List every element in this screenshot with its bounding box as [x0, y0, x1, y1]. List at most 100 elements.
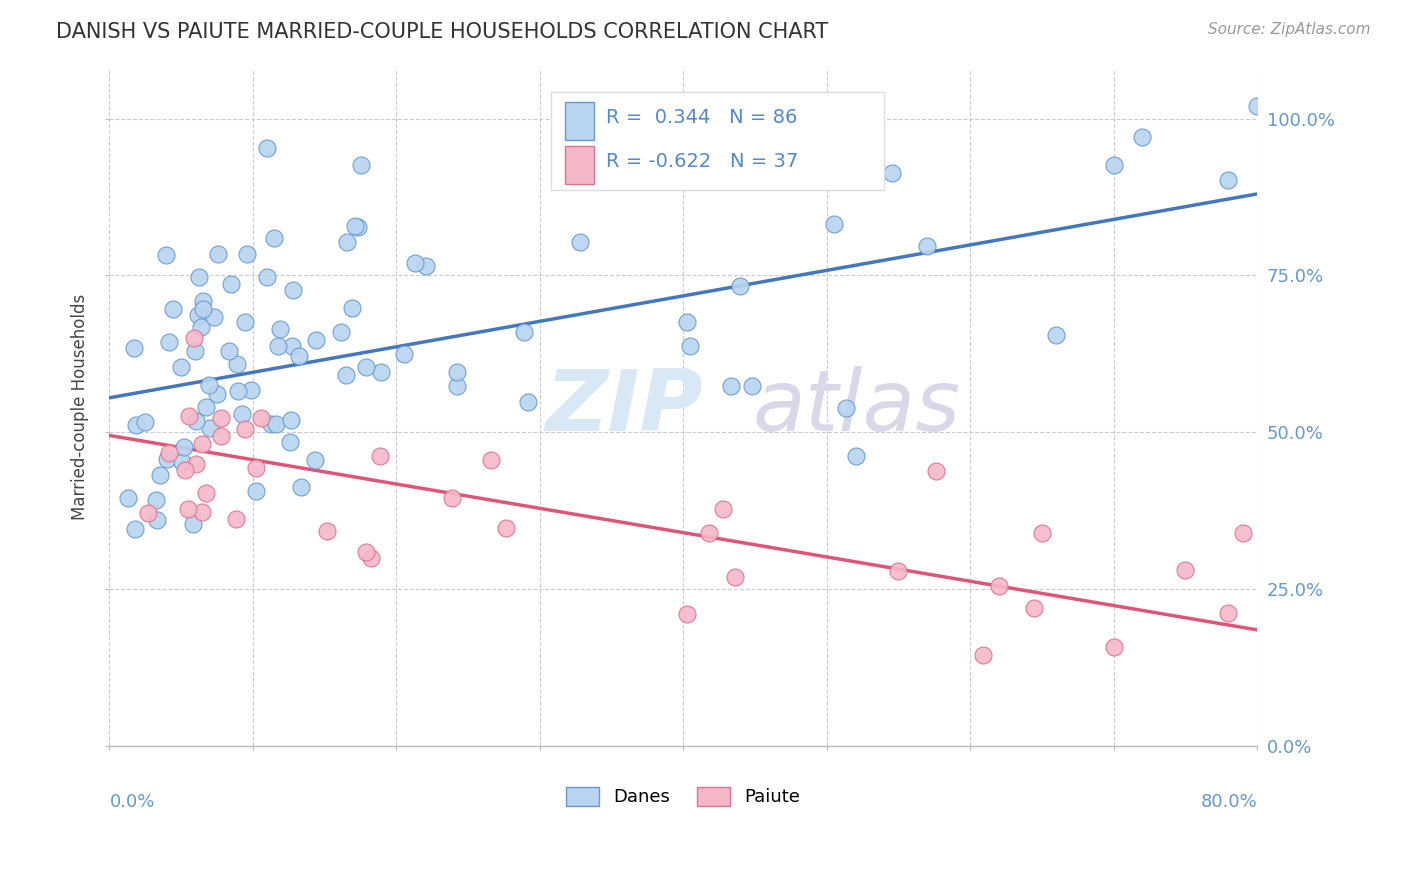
Point: [269, 322, 291, 336]
Point: [925, 464, 948, 478]
Point: [156, 451, 179, 466]
Point: [202, 310, 225, 325]
Point: [316, 524, 339, 539]
Point: [170, 359, 193, 374]
Point: [845, 449, 868, 463]
FancyBboxPatch shape: [565, 146, 593, 184]
Point: [225, 512, 247, 526]
Point: [880, 166, 903, 180]
Text: 80.0%: 80.0%: [1201, 793, 1257, 812]
Point: [720, 379, 742, 393]
Point: [117, 491, 139, 505]
Point: [354, 359, 377, 374]
FancyBboxPatch shape: [565, 103, 593, 140]
Point: [177, 502, 200, 516]
Point: [245, 483, 267, 498]
Point: [823, 217, 845, 231]
Point: [281, 339, 304, 353]
Point: [1218, 172, 1240, 186]
Point: [197, 378, 219, 392]
Point: [335, 368, 357, 382]
FancyBboxPatch shape: [551, 92, 884, 191]
Point: [446, 365, 468, 379]
Point: [370, 365, 392, 379]
Point: [195, 486, 218, 500]
Point: [347, 220, 370, 235]
Point: [190, 319, 212, 334]
Point: [226, 384, 249, 399]
Point: [263, 230, 285, 244]
Point: [172, 455, 194, 469]
Point: [124, 522, 146, 536]
Point: [288, 349, 311, 363]
Point: [1246, 99, 1268, 113]
Point: [195, 400, 218, 414]
Point: [404, 255, 426, 269]
Point: [344, 219, 367, 234]
Point: [191, 437, 214, 451]
Point: [1031, 525, 1053, 540]
Point: [162, 301, 184, 316]
Point: [728, 278, 751, 293]
Point: [915, 238, 938, 252]
Point: [1130, 129, 1153, 144]
Point: [516, 394, 538, 409]
Point: [157, 334, 180, 349]
Point: [184, 344, 207, 359]
Point: [190, 505, 212, 519]
Point: [250, 411, 273, 425]
Point: [440, 491, 463, 505]
Point: [568, 235, 591, 250]
Text: DANISH VS PAIUTE MARRIED-COUPLE HOUSEHOLDS CORRELATION CHART: DANISH VS PAIUTE MARRIED-COUPLE HOUSEHOL…: [56, 22, 828, 42]
Point: [183, 331, 205, 345]
Point: [972, 648, 994, 662]
Point: [305, 333, 328, 347]
Point: [239, 383, 262, 397]
Point: [354, 545, 377, 559]
Point: [415, 259, 437, 273]
Point: [987, 579, 1010, 593]
Point: [392, 347, 415, 361]
Point: [1102, 640, 1125, 654]
Point: [1218, 606, 1240, 620]
Point: [280, 413, 302, 427]
Point: [260, 417, 283, 431]
Point: [186, 457, 208, 471]
Point: [173, 463, 195, 477]
Point: [755, 169, 778, 183]
Point: [146, 513, 169, 527]
Point: [225, 357, 247, 371]
Point: [741, 379, 763, 393]
Point: [446, 379, 468, 393]
Point: [304, 452, 326, 467]
Point: [1232, 526, 1254, 541]
Point: [233, 315, 256, 329]
Point: [209, 429, 232, 443]
Point: [231, 407, 253, 421]
Point: [149, 468, 172, 483]
Text: atlas: atlas: [752, 366, 960, 449]
Point: [209, 411, 232, 425]
Point: [157, 446, 180, 460]
Point: [191, 294, 214, 309]
Point: [724, 569, 747, 583]
Point: [513, 325, 536, 339]
Point: [122, 341, 145, 355]
Point: [245, 460, 267, 475]
Point: [330, 326, 353, 340]
Point: [218, 344, 240, 359]
Point: [1102, 157, 1125, 171]
Point: [200, 420, 222, 434]
Point: [134, 415, 156, 429]
Point: [368, 450, 391, 464]
Point: [205, 387, 228, 401]
Point: [236, 246, 259, 260]
Point: [479, 452, 502, 467]
Point: [191, 302, 214, 317]
Point: [1045, 328, 1067, 343]
Point: [283, 283, 305, 297]
Point: [699, 525, 721, 540]
Point: [711, 501, 734, 516]
Point: [675, 607, 697, 621]
Point: [336, 235, 359, 250]
